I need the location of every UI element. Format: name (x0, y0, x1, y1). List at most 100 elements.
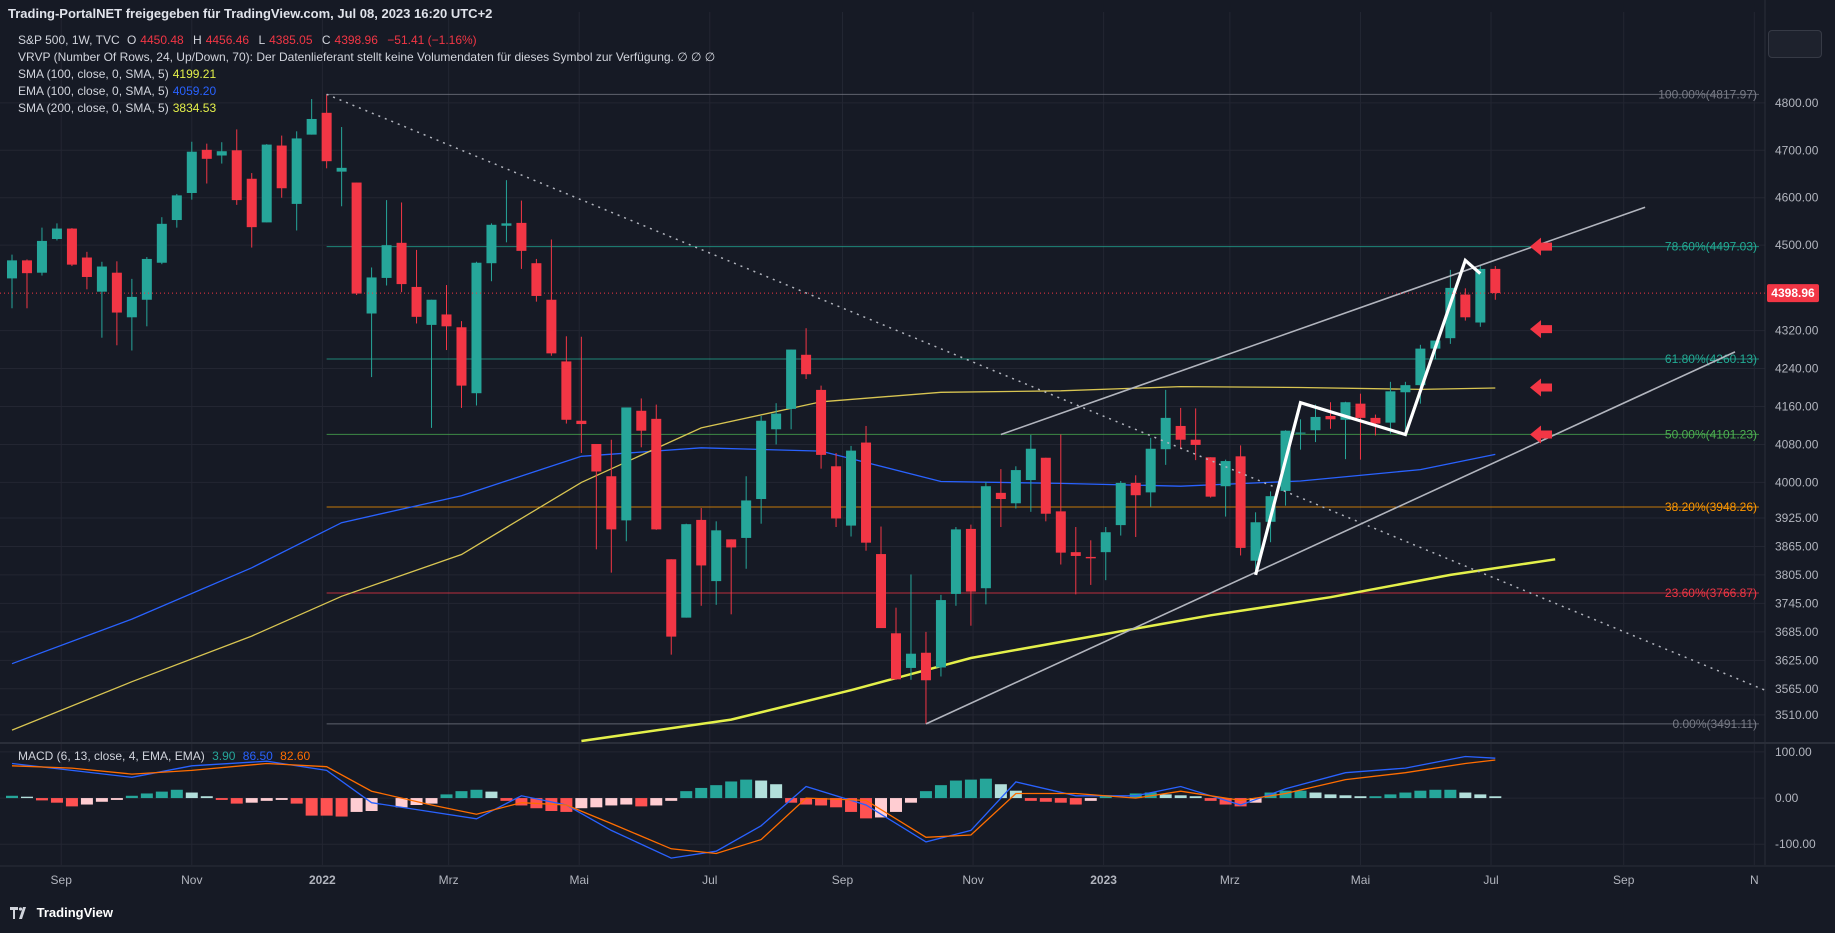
macd-histogram-bar (620, 798, 633, 805)
left-arrow-icon (1530, 320, 1552, 339)
ema100-label: EMA (100, close, 0, SMA, 5) (18, 84, 169, 98)
macd-histogram-bar (155, 791, 168, 799)
candle-body (995, 492, 1006, 500)
candle-body (261, 144, 272, 223)
candle-body (1010, 470, 1021, 504)
published-header: Trading-PortalNET freigegeben für Tradin… (8, 6, 493, 21)
price-tick-label: 3925.00 (1775, 511, 1819, 525)
time-tick-label: 2022 (309, 873, 336, 887)
drawings-layer (0, 93, 1766, 725)
candle-body (935, 600, 946, 668)
macd-tick-label: 0.00 (1775, 791, 1799, 805)
macd-histogram-bar (994, 784, 1007, 799)
macd-histogram-bar (650, 798, 663, 806)
candle-body (1250, 522, 1261, 561)
candle-body (1355, 403, 1366, 418)
candle-body (980, 486, 991, 589)
time-tick-label: Sep (1613, 873, 1635, 887)
candle-body (1205, 457, 1216, 497)
candle-body (1490, 268, 1501, 294)
candle-body (291, 138, 302, 204)
candle-body (1085, 556, 1096, 559)
candle-body (396, 242, 407, 285)
fib-level-label: 38.20%(3948.26) (1665, 500, 1757, 514)
macd-histogram-bar (1324, 794, 1337, 799)
candle-body (366, 277, 377, 314)
fib-level-label: 0.00%(3491.11) (1672, 717, 1757, 731)
macd-histogram-bar (305, 798, 318, 816)
time-tick-label: Sep (832, 873, 854, 887)
macd-histogram-bar (1219, 798, 1232, 805)
price-tick-label: 3805.00 (1775, 568, 1819, 582)
macd-histogram-bar (1354, 796, 1367, 799)
candle-body (950, 529, 961, 594)
macd-histogram-bar (350, 798, 363, 812)
candle-body (1055, 511, 1066, 553)
dotted-downtrend-line (326, 93, 1766, 691)
candle-body (1220, 461, 1231, 487)
macd-legend: MACD (6, 13, close, 4, EMA, EMA) 3.90 86… (18, 749, 314, 763)
macd-histogram-bar (320, 798, 333, 816)
macd-signal-value: 82.60 (280, 749, 311, 763)
white-zigzag-pattern (1254, 257, 1482, 576)
time-tick-label: Nov (962, 873, 983, 887)
price-axis[interactable]: 3510.00 3565.00 3625.00 3685.00 3745.00 3805.… (1767, 96, 1819, 722)
candle-body (1370, 417, 1381, 424)
candle-body (696, 519, 707, 566)
fib-level-label: 78.60%(4497.03) (1665, 240, 1757, 254)
time-tick-label: Mai (1351, 873, 1370, 887)
macd-histogram-bar (1414, 790, 1427, 799)
macd-histogram-bar (125, 795, 138, 799)
tradingview-brand[interactable]: TradingView (10, 905, 113, 922)
low-value: 4385.05 (269, 33, 313, 47)
sma200-value: 3834.53 (172, 101, 217, 115)
macd-histogram-bar (665, 798, 678, 801)
price-tick-label: 4240.00 (1775, 362, 1819, 376)
macd-histogram-bar (830, 798, 843, 808)
macd-histogram-bar (335, 798, 348, 817)
sma100-legend: SMA (100, close, 0, SMA, 5) 4199.21 (18, 67, 220, 81)
candle-body (1460, 294, 1471, 318)
candle-body (36, 240, 47, 273)
macd-histogram-bar (1369, 796, 1382, 799)
time-tick-label: Mrz (439, 873, 459, 887)
candle-body (1115, 482, 1126, 526)
price-tick-label: 4600.00 (1775, 191, 1819, 205)
chart-settings-button[interactable] (1768, 30, 1822, 58)
candle-body (156, 223, 167, 263)
macd-signal-line (11, 759, 1496, 855)
candle-body (336, 167, 347, 172)
candle-body (621, 407, 632, 521)
ema100-value: 4059.20 (172, 84, 217, 98)
macd-histogram-bar (815, 798, 828, 806)
candle-body (965, 528, 976, 592)
current-price-badge (1767, 284, 1819, 303)
sma100-line (11, 385, 1496, 731)
candle-body (681, 524, 692, 618)
candle-body (1295, 432, 1306, 434)
macd-histogram-bar (260, 798, 273, 801)
macd-histogram-bar (35, 798, 48, 801)
candle-body (1190, 439, 1201, 445)
close-value: 4398.96 (334, 33, 378, 47)
candle-body (186, 151, 197, 193)
candle-body (636, 410, 647, 431)
macd-histogram-bar (50, 798, 63, 803)
candle-body (846, 450, 857, 526)
close-label: C (321, 33, 331, 47)
fib-level-label: 50.00%(4101.23) (1665, 427, 1757, 441)
sma200-legend: SMA (200, close, 0, SMA, 5) 3834.53 (18, 101, 220, 115)
macd-histogram-bar (1489, 796, 1502, 799)
candle-body (1310, 416, 1321, 431)
candle-body (126, 296, 137, 318)
candle-body (1415, 348, 1426, 386)
macd-histogram-bar (800, 798, 813, 805)
candle-body (1385, 391, 1396, 423)
macd-histogram-bar (1099, 795, 1112, 799)
candle-body (1400, 385, 1411, 393)
macd-histogram-bar (710, 785, 723, 799)
vrvp-legend: VRVP (Number Of Rows, 24, Up/Down, 70): … (18, 50, 716, 64)
candle-body (7, 260, 17, 279)
time-axis[interactable]: Sep Nov 2022 Mrz Mai Jul Sep Nov 2023 Mrz Mai Jul Se… (51, 873, 1759, 887)
